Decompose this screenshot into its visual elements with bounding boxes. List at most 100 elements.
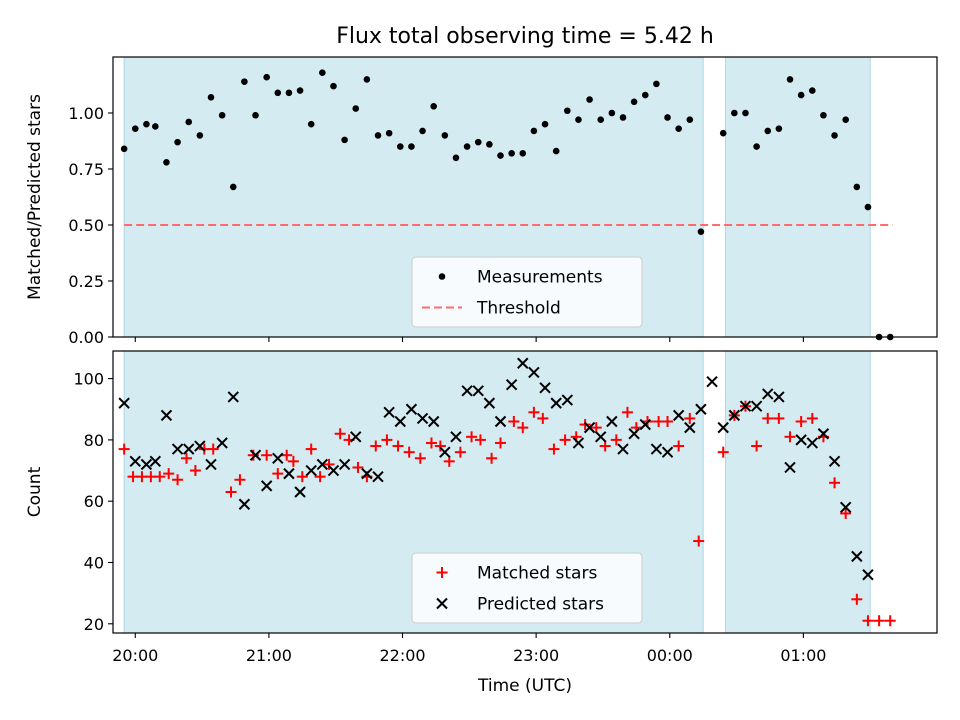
measurement-point	[152, 123, 159, 130]
predicted-stars-point	[505, 379, 518, 391]
predicted-stars-point	[572, 437, 585, 449]
measurement-point	[831, 132, 838, 139]
measurement-point	[163, 158, 170, 166]
predicted-stars-point	[539, 382, 551, 394]
measurement-point	[497, 152, 504, 159]
measurement-point	[120, 145, 128, 153]
predicted-stars-point	[784, 461, 796, 474]
predicted-stars-point	[305, 464, 317, 477]
matched-stars-point	[621, 406, 633, 418]
predicted-stars-point	[817, 428, 830, 440]
matched-stars-point	[537, 412, 549, 424]
measurement-point	[541, 120, 549, 128]
predicted-stars-point	[795, 434, 807, 446]
measurement-point	[174, 138, 181, 146]
matched-stars-point	[884, 615, 896, 627]
predicted-stars-point	[806, 437, 818, 449]
matched-stars-point	[180, 452, 192, 464]
predicted-stars-point	[338, 458, 351, 471]
predicted-stars-point	[249, 449, 262, 461]
predicted-stars-point	[684, 421, 696, 434]
x-tick-label: 20:00	[112, 646, 158, 665]
matched-stars-point	[281, 449, 293, 461]
measurement-point	[753, 143, 760, 150]
measurement-point	[697, 228, 705, 236]
measurement-point	[653, 80, 660, 88]
predicted-stars-point	[140, 458, 153, 471]
measurement-point	[374, 132, 382, 139]
predicted-stars-point	[439, 446, 451, 458]
matched-stars-point	[305, 443, 317, 455]
matched-stars-point	[381, 434, 393, 446]
matched-stars-point	[784, 431, 796, 443]
measurement-point	[575, 116, 582, 124]
top-legend-box	[411, 256, 643, 328]
predicted-stars-point	[717, 421, 729, 434]
matched-stars-point	[873, 615, 885, 627]
measurement-point	[408, 143, 415, 150]
predicted-stars-point	[194, 440, 206, 452]
x-tick-label: 21:00	[246, 646, 292, 665]
measurement-point	[218, 111, 226, 119]
measurement-point	[241, 78, 248, 85]
measurement-point	[341, 136, 348, 144]
matched-stars-point	[334, 428, 346, 440]
measurement-point	[229, 183, 237, 191]
measurement-point	[630, 98, 638, 106]
predicted-stars-point	[851, 550, 863, 563]
predicted-stars-point	[695, 403, 707, 415]
legend-label-measurements: Measurements	[477, 268, 603, 288]
matched-stars-point	[717, 446, 729, 458]
predicted-stars-point	[272, 452, 284, 464]
matched-stars-point	[751, 440, 763, 452]
predicted-stars-point	[361, 467, 373, 480]
measurement-point	[564, 107, 571, 115]
predicted-stars-point	[706, 375, 718, 388]
matched-stars-point	[323, 458, 335, 470]
predicted-stars-point	[661, 446, 674, 458]
measurement-point	[307, 120, 315, 128]
predicted-stars-point	[160, 409, 173, 422]
matched-stars-point	[261, 449, 273, 461]
matched-stars-point	[118, 443, 130, 455]
measurement-point	[742, 109, 749, 117]
matched-stars-point	[296, 471, 308, 483]
measurement-point	[352, 105, 360, 112]
matched-stars-point	[314, 471, 326, 483]
matched-stars-point	[403, 446, 415, 458]
matched-stars-point	[486, 452, 498, 464]
matched-stars-point	[154, 471, 166, 483]
matched-stars-point	[662, 416, 674, 427]
bottom-y-tick-label: 40	[84, 554, 104, 573]
matched-stars-point	[466, 431, 478, 443]
predicted-stars-point	[762, 388, 774, 400]
predicted-stars-point	[628, 428, 640, 440]
predicted-stars-point	[595, 431, 607, 443]
bottom-panel: 20 40 60 80 100 20:00 21:00 22:00 23:00 00:00 01:0…	[25, 350, 938, 696]
measurement-point	[441, 132, 449, 139]
predicted-stars-point	[372, 470, 384, 483]
top-y-tick-label: 0.75	[68, 160, 104, 179]
measurement-point	[719, 129, 727, 137]
matched-stars-point	[851, 593, 863, 605]
predicted-stars-point	[149, 455, 162, 468]
predicted-stars-point	[517, 357, 529, 369]
bottom-y-tick-label: 80	[84, 431, 104, 450]
bottom-legend-box	[411, 552, 643, 624]
matched-stars-point	[806, 412, 818, 424]
matched-stars-point	[862, 615, 874, 627]
predicted-stars-point	[461, 385, 473, 397]
matched-stars-point	[610, 434, 622, 446]
measurement-point	[196, 132, 204, 139]
measurement-point	[864, 203, 872, 211]
matched-stars-point	[272, 468, 284, 480]
measurement-point	[430, 102, 437, 110]
x-axis-label: Time (UTC)	[477, 676, 572, 696]
predicted-stars-point	[494, 415, 507, 428]
measurement-point	[853, 183, 861, 191]
matched-stars-point	[425, 437, 437, 449]
measurement-point	[675, 125, 682, 132]
measurement-point	[486, 141, 493, 148]
matched-stars-point	[172, 474, 184, 486]
measurement-point	[530, 127, 538, 135]
